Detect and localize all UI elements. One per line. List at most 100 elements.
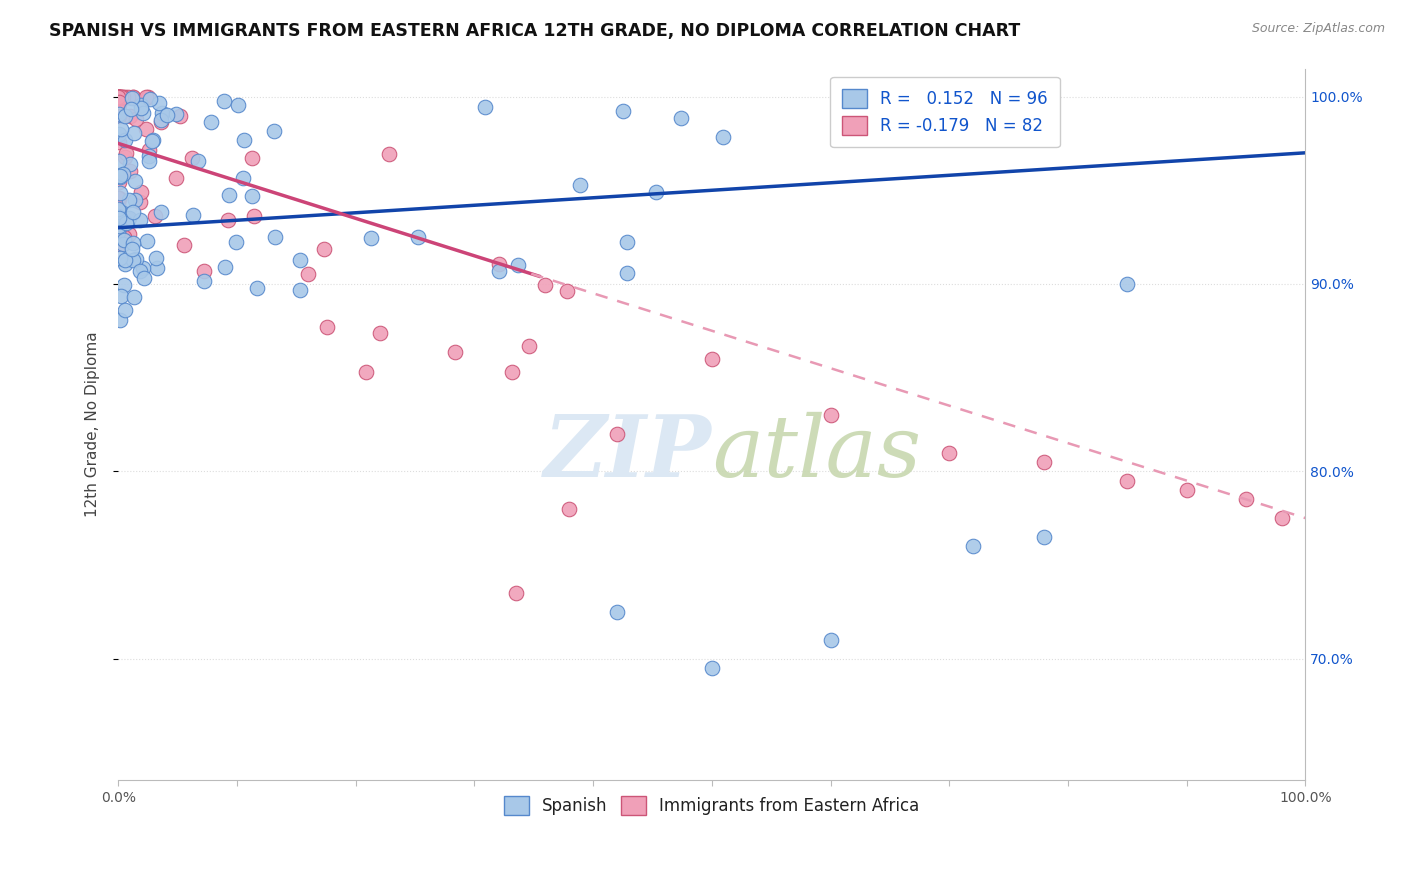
- Point: [155, 108, 177, 122]
- Point: [108, 313, 131, 327]
- Point: [112, 278, 135, 293]
- Point: [138, 143, 160, 157]
- Point: [115, 216, 138, 230]
- Point: [110, 89, 132, 103]
- Point: [128, 213, 150, 227]
- Point: [505, 586, 527, 600]
- Point: [107, 89, 129, 103]
- Point: [263, 230, 285, 244]
- Point: [121, 89, 143, 103]
- Point: [820, 408, 842, 422]
- Point: [110, 169, 132, 183]
- Point: [110, 89, 132, 103]
- Point: [124, 174, 146, 188]
- Point: [242, 209, 264, 223]
- Point: [122, 126, 145, 140]
- Point: [107, 202, 129, 216]
- Point: [517, 339, 540, 353]
- Point: [107, 89, 129, 103]
- Point: [108, 202, 131, 217]
- Point: [107, 89, 129, 103]
- Point: [120, 164, 142, 178]
- Text: atlas: atlas: [711, 411, 921, 494]
- Point: [138, 154, 160, 169]
- Point: [114, 257, 136, 271]
- Point: [1234, 492, 1257, 507]
- Point: [474, 100, 496, 114]
- Point: [288, 252, 311, 267]
- Point: [217, 213, 239, 227]
- Text: Source: ZipAtlas.com: Source: ZipAtlas.com: [1251, 22, 1385, 36]
- Point: [120, 109, 142, 123]
- Point: [316, 319, 339, 334]
- Point: [118, 211, 141, 225]
- Point: [111, 89, 134, 103]
- Point: [122, 235, 145, 250]
- Point: [107, 191, 129, 205]
- Point: [187, 153, 209, 168]
- Point: [368, 326, 391, 340]
- Point: [112, 231, 135, 245]
- Point: [114, 150, 136, 164]
- Point: [114, 109, 136, 123]
- Point: [114, 133, 136, 147]
- Point: [110, 121, 132, 136]
- Point: [107, 191, 129, 205]
- Point: [506, 259, 529, 273]
- Point: [122, 252, 145, 267]
- Point: [107, 209, 129, 223]
- Point: [114, 253, 136, 268]
- Point: [501, 365, 523, 379]
- Point: [122, 204, 145, 219]
- Point: [111, 167, 134, 181]
- Point: [488, 264, 510, 278]
- Point: [143, 209, 166, 223]
- Point: [534, 277, 557, 292]
- Point: [263, 123, 285, 137]
- Point: [108, 211, 131, 226]
- Point: [114, 303, 136, 318]
- Point: [114, 89, 136, 103]
- Point: [193, 264, 215, 278]
- Point: [108, 103, 131, 118]
- Point: [129, 101, 152, 115]
- Point: [129, 194, 152, 209]
- Text: SPANISH VS IMMIGRANTS FROM EASTERN AFRICA 12TH GRADE, NO DIPLOMA CORRELATION CHA: SPANISH VS IMMIGRANTS FROM EASTERN AFRIC…: [49, 22, 1021, 40]
- Point: [110, 289, 132, 303]
- Point: [125, 112, 148, 126]
- Point: [181, 208, 204, 222]
- Point: [107, 154, 129, 169]
- Point: [142, 133, 165, 147]
- Point: [145, 251, 167, 265]
- Point: [107, 175, 129, 189]
- Point: [107, 89, 129, 103]
- Point: [132, 106, 155, 120]
- Point: [232, 133, 254, 147]
- Point: [406, 229, 429, 244]
- Point: [150, 105, 173, 120]
- Point: [141, 134, 163, 148]
- Legend: Spanish, Immigrants from Eastern Africa: Spanish, Immigrants from Eastern Africa: [494, 786, 929, 825]
- Point: [240, 189, 263, 203]
- Point: [108, 97, 131, 112]
- Point: [297, 267, 319, 281]
- Point: [129, 97, 152, 112]
- Point: [108, 109, 131, 123]
- Point: [671, 111, 693, 125]
- Point: [112, 230, 135, 244]
- Point: [820, 632, 842, 647]
- Point: [108, 217, 131, 231]
- Point: [107, 235, 129, 249]
- Point: [1271, 511, 1294, 525]
- Text: ZIP: ZIP: [544, 411, 711, 495]
- Point: [169, 109, 191, 123]
- Point: [700, 351, 723, 366]
- Point: [145, 260, 167, 275]
- Point: [108, 169, 131, 184]
- Point: [360, 231, 382, 245]
- Point: [938, 445, 960, 459]
- Point: [138, 149, 160, 163]
- Point: [124, 193, 146, 207]
- Point: [120, 157, 142, 171]
- Point: [125, 252, 148, 267]
